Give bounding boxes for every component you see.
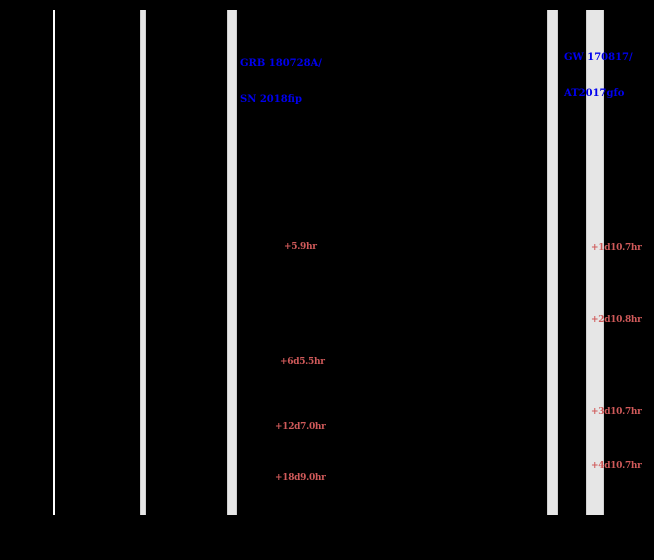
panel-title-grb: GRB 180728A/ SN 2018fip [240, 34, 322, 130]
shaded-band-2 [227, 10, 237, 515]
epoch-label: +5.9hr [284, 242, 317, 252]
epoch-label: +2d10.8hr [591, 315, 642, 325]
shaded-band-4 [586, 10, 604, 515]
shaded-band-3 [547, 10, 558, 515]
shaded-band-1 [140, 10, 146, 515]
title-line: AT2017gfo [564, 88, 625, 99]
epoch-label: +18d9.0hr [275, 473, 326, 483]
epoch-label: +3d10.7hr [591, 407, 642, 417]
epoch-label: +6d5.5hr [280, 357, 325, 367]
title-line: GRB 180728A/ [240, 58, 322, 69]
title-line: GW 170817/ [564, 52, 633, 63]
panel-title-gw: GW 170817/ AT2017gfo [564, 28, 633, 124]
epoch-label: +4d10.7hr [591, 461, 642, 471]
reference-line [53, 10, 55, 515]
epoch-label: +1d10.7hr [591, 243, 642, 253]
title-line: SN 2018fip [240, 94, 302, 105]
epoch-label: +12d7.0hr [275, 422, 326, 432]
